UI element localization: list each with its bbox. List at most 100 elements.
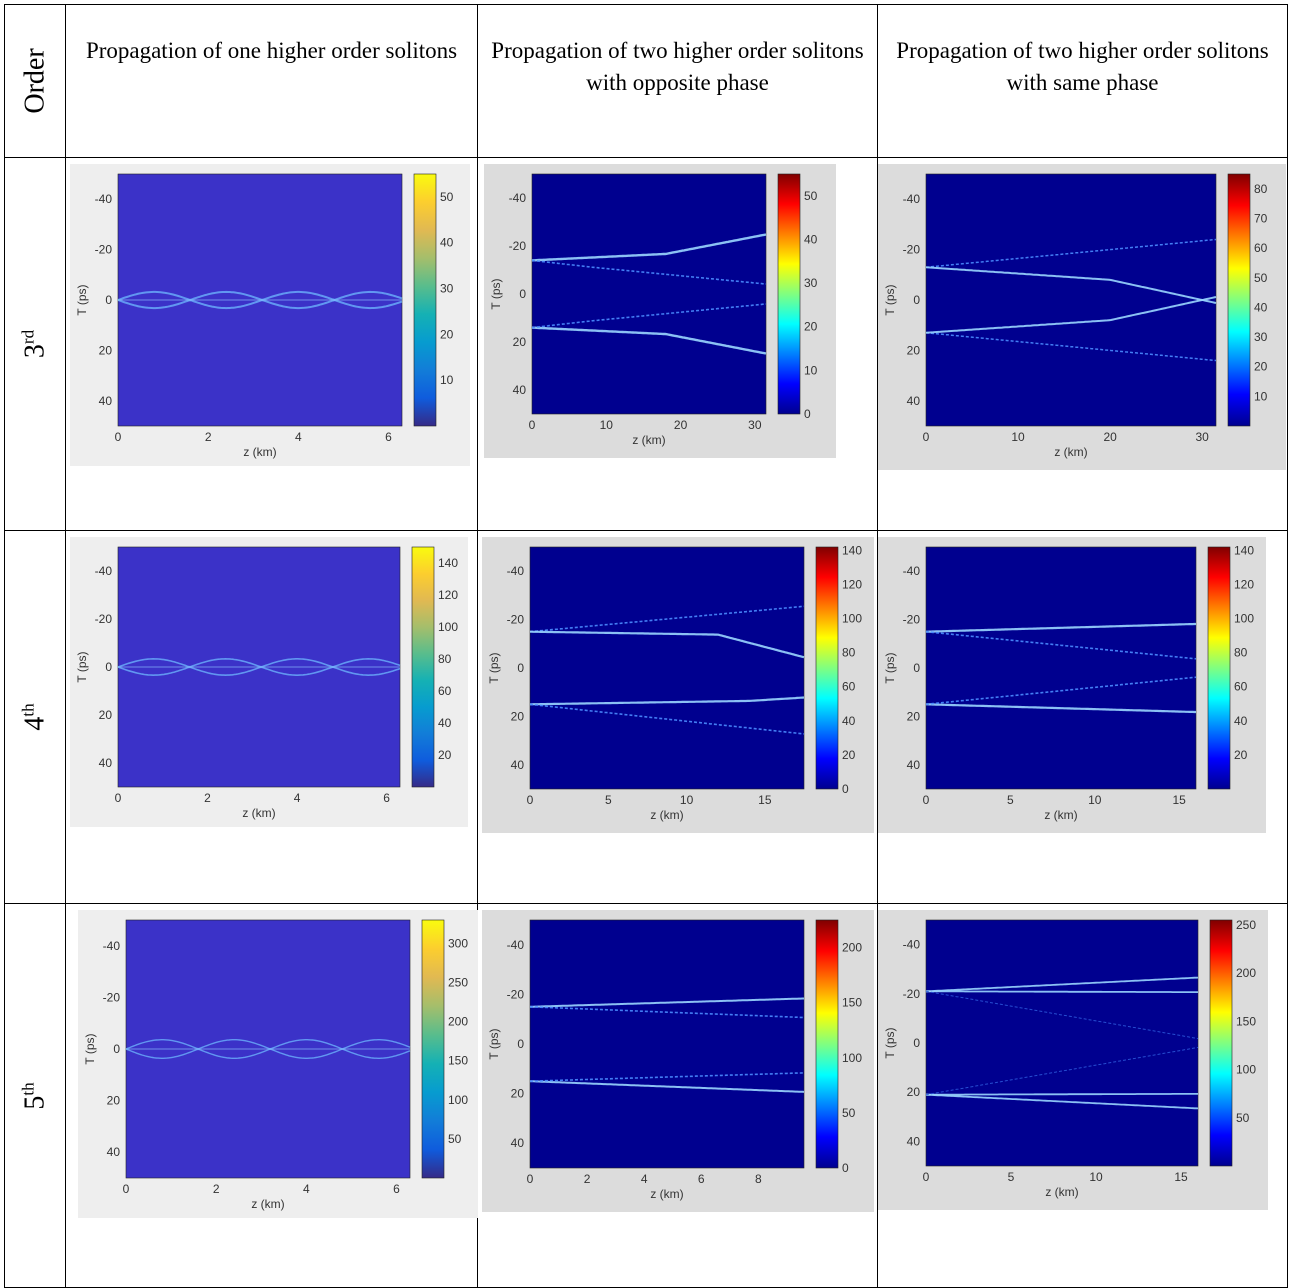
soliton-trace xyxy=(926,976,1199,993)
x-tick-label: 5 xyxy=(1007,793,1014,807)
x-tick-label: 6 xyxy=(383,791,390,805)
soliton-trace xyxy=(925,238,1217,268)
y-tick-label: -40 xyxy=(103,939,121,953)
y-axis-label: T (ps) xyxy=(883,1027,897,1058)
y-axis-label: T (ps) xyxy=(75,651,89,682)
plot-5th-one: -40 -20 0 20 40 0 2 4 6 z (km) T (ps) 50 100 150 200 25… xyxy=(78,910,478,1218)
colorbar xyxy=(815,546,839,790)
soliton-trace xyxy=(925,990,1199,1040)
colorbar-tick-label: 10 xyxy=(1254,389,1268,403)
soliton-trace xyxy=(125,1048,411,1059)
colorbar-tick-label: 40 xyxy=(1254,300,1268,314)
x-tick-label: 0 xyxy=(123,1182,130,1196)
colorbar-tick-label: 40 xyxy=(440,236,454,250)
colorbar-tick-label: 40 xyxy=(842,714,856,728)
x-tick-label: 0 xyxy=(115,791,122,805)
soliton-trace xyxy=(925,630,1197,660)
x-tick-label: 2 xyxy=(205,430,212,444)
soliton-trace xyxy=(531,259,767,285)
colorbar-tick-label: 30 xyxy=(1254,330,1268,344)
colorbar-tick-label: 100 xyxy=(448,1093,468,1107)
soliton-traces xyxy=(125,1039,411,1059)
y-axis-label: T (ps) xyxy=(83,1033,97,1064)
fig-cell-4th-one: -40 -20 0 20 40 0 2 4 6 z (km) T (ps) 20 40 60 80 100 12… xyxy=(65,530,478,904)
x-axis-label: z (km) xyxy=(1044,808,1077,822)
soliton-trace xyxy=(926,622,1196,633)
y-tick-label: -40 xyxy=(507,564,525,578)
colorbar-tick-label: 100 xyxy=(438,620,458,634)
x-axis-label: z (km) xyxy=(242,806,275,820)
soliton-trace xyxy=(529,1006,805,1019)
heatmap-area xyxy=(925,919,1199,1167)
x-tick-label: 6 xyxy=(698,1172,705,1186)
x-tick-label: 20 xyxy=(1103,430,1117,444)
colorbar-tick-label: 10 xyxy=(804,363,818,377)
colorbar-tick-label: 80 xyxy=(842,646,856,660)
colorbar xyxy=(815,919,839,1169)
colorbar-tick-label: 20 xyxy=(1234,748,1248,762)
x-tick-label: 0 xyxy=(527,793,534,807)
soliton-trace xyxy=(926,1093,1198,1096)
colorbar-tick-label: 40 xyxy=(804,232,818,246)
soliton-figure-table: Order Propagation of one higher order so… xyxy=(4,4,1288,1288)
soliton-traces xyxy=(925,976,1199,1110)
x-tick-label: 4 xyxy=(641,1172,648,1186)
heatmap-area xyxy=(531,173,767,415)
soliton-traces xyxy=(117,657,401,677)
colorbar-tick-label: 50 xyxy=(1236,1111,1250,1125)
soliton-traces xyxy=(529,997,805,1093)
x-tick-label: 2 xyxy=(204,791,211,805)
order-4th-cell: 4th xyxy=(4,530,66,904)
plot-4th-same: -40 -20 0 20 40 0 5 10 15 z (km) T (ps) 20 40 60 80 100… xyxy=(878,537,1266,833)
colorbar-tick-label: 0 xyxy=(842,1161,849,1175)
colorbar-tick-label: 40 xyxy=(1234,714,1248,728)
colorbar-tick-label: 50 xyxy=(440,190,454,204)
soliton-traces xyxy=(531,233,767,355)
colorbar xyxy=(411,546,435,788)
soliton-traces xyxy=(925,238,1217,362)
colorbar xyxy=(413,173,437,427)
x-tick-label: 8 xyxy=(755,1172,762,1186)
x-tick-label: 5 xyxy=(605,793,612,807)
colorbar-tick-label: 100 xyxy=(1236,1063,1256,1077)
soliton-trace xyxy=(925,332,1217,362)
colorbar-tick-label: 30 xyxy=(804,276,818,290)
y-tick-label: -40 xyxy=(903,938,921,952)
colorbar-tick-label: 300 xyxy=(448,936,468,950)
soliton-trace xyxy=(926,703,1196,714)
x-tick-label: 6 xyxy=(393,1182,400,1196)
x-tick-label: 20 xyxy=(674,418,688,432)
colorbar-tick-label: 140 xyxy=(1234,543,1254,557)
y-tick-label: -20 xyxy=(507,987,525,1001)
x-tick-label: 5 xyxy=(1008,1170,1015,1184)
y-tick-label: 40 xyxy=(107,1145,121,1159)
colorbar-tick-label: 80 xyxy=(438,652,452,666)
x-tick-label: 4 xyxy=(303,1182,310,1196)
colorbar-tick-label: 60 xyxy=(1234,680,1248,694)
x-axis-label: z (km) xyxy=(632,433,665,447)
y-tick-label: 20 xyxy=(513,335,527,349)
y-tick-label: 20 xyxy=(907,709,921,723)
soliton-trace xyxy=(530,696,805,706)
soliton-trace xyxy=(530,630,805,659)
plot-4th-opposite: -40 -20 0 20 40 0 5 10 15 z (km) T (ps) 0 20 40 60 80 10… xyxy=(482,537,874,833)
soliton-trace xyxy=(925,676,1197,706)
colorbar-tick-label: 250 xyxy=(448,976,468,990)
x-axis-label: z (km) xyxy=(251,1197,284,1211)
soliton-trace xyxy=(926,990,1198,993)
colorbar-tick-label: 0 xyxy=(842,782,849,796)
x-axis-label: z (km) xyxy=(1054,445,1087,459)
x-tick-label: 0 xyxy=(923,1170,930,1184)
x-axis-label: z (km) xyxy=(1045,1185,1078,1199)
col2-header: Propagation of two higher order solitons… xyxy=(491,38,864,96)
y-axis-label: T (ps) xyxy=(883,284,897,315)
soliton-trace xyxy=(531,303,767,329)
soliton-trace xyxy=(117,657,401,668)
y-tick-label: -40 xyxy=(95,564,113,578)
order-label-5th: 5th xyxy=(18,1081,51,1110)
fig-cell-3rd-one: -40 -20 0 20 40 0 2 4 6 z (km) T (ps) 10 20 30 40 50 xyxy=(65,157,478,531)
x-tick-label: 10 xyxy=(600,418,614,432)
fig-cell-3rd-opposite: -40 -20 0 20 40 0 10 20 30 z (km) T (ps) 0 10 20 30 40 5… xyxy=(477,157,878,531)
y-tick-label: 0 xyxy=(519,287,526,301)
x-tick-label: 4 xyxy=(294,791,301,805)
